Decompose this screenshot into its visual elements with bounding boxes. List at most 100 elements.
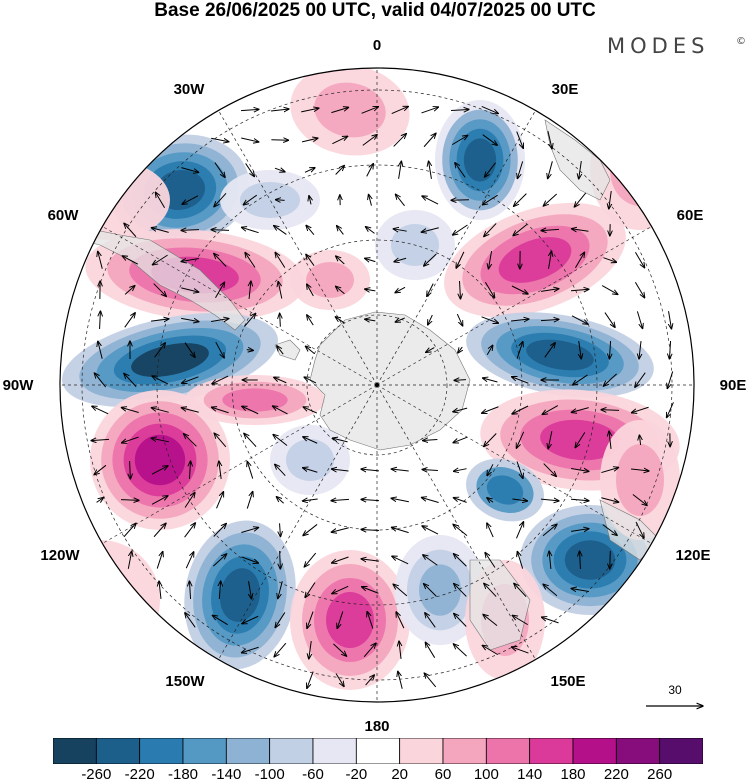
wind-arrow-icon <box>212 375 229 384</box>
wind-arrow-icon <box>544 343 555 358</box>
meridian-line <box>218 384 378 660</box>
wind-arrow-icon <box>541 289 559 292</box>
colorbar-swatch <box>529 738 574 764</box>
wind-arrow-icon <box>181 318 199 321</box>
wind-arrow-icon <box>540 499 559 501</box>
wind-arrow-icon <box>361 559 379 561</box>
lon-label-180: 180 <box>364 718 390 735</box>
wind-arrow-icon <box>215 341 224 358</box>
wind-arrow-icon <box>361 469 379 471</box>
wind-arrow-icon <box>451 200 470 201</box>
wind-arrow-icon <box>512 499 527 501</box>
wind-arrow-icon <box>249 281 251 300</box>
colorbar-tick-label: -180 <box>167 766 199 783</box>
wind-arrow-icon <box>121 407 139 413</box>
wind-arrow-icon <box>603 257 616 263</box>
wind-arrow-icon <box>631 406 649 413</box>
wind-arrow-icon <box>246 491 252 509</box>
colorbar-swatch <box>139 738 184 764</box>
wind-arrow-icon <box>213 554 226 567</box>
graticule <box>60 68 694 702</box>
wind-arrow-icon <box>423 439 438 440</box>
wind-arrow-icon <box>548 161 553 178</box>
lon-label-30e: 30E <box>551 81 579 98</box>
colorbar-tick-label: 100 <box>473 766 499 783</box>
wind-arrow-icon <box>639 341 641 359</box>
wind-arrow-icon <box>277 346 284 355</box>
colorbar-swatch <box>225 738 271 764</box>
wind-arrow-icon <box>453 407 468 412</box>
wind-arrow-icon <box>541 229 560 230</box>
colorbar-swatch <box>572 738 617 764</box>
wind-arrow-icon <box>421 227 439 232</box>
wind-arrow-icon <box>241 137 259 142</box>
latitude-circle <box>306 314 448 456</box>
wind-arrow-icon <box>211 137 229 141</box>
wind-arrow-icon <box>601 467 618 474</box>
wind-arrow-icon <box>219 581 220 600</box>
wind-arrow-icon <box>249 581 252 599</box>
wind-arrow-icon <box>516 522 523 539</box>
wind-arrow-icon <box>571 588 589 591</box>
wind-arrow-icon <box>579 161 582 179</box>
anomaly-contour <box>610 134 670 206</box>
wind-arrow-icon <box>516 341 523 359</box>
wind-arrow-icon <box>365 227 375 234</box>
wind-arrow-icon <box>121 436 139 443</box>
wind-arrow-icon <box>421 497 439 504</box>
wind-arrow-icon <box>124 223 137 238</box>
wind-arrow-icon <box>454 584 467 597</box>
colorbar-swatch <box>182 738 227 764</box>
wind-arrow-icon <box>189 581 190 600</box>
wind-arrow-icon <box>156 551 163 569</box>
lon-label-60w: 60W <box>47 207 79 224</box>
wind-arrow-icon <box>609 191 611 209</box>
brand-logo: MODES <box>607 34 710 58</box>
wind-arrow-icon <box>425 642 436 658</box>
reference-vector-label: 30 <box>668 683 682 697</box>
wind-arrow-icon <box>393 134 407 147</box>
wind-arrow-icon <box>94 464 107 474</box>
wind-arrow-icon <box>127 551 131 569</box>
wind-arrow-icon <box>460 280 461 299</box>
colorbar-swatch <box>442 738 487 764</box>
meridian-line <box>376 110 536 386</box>
wind-arrow-icon <box>454 554 467 567</box>
anomaly-contour <box>240 182 300 218</box>
wind-arrow-icon <box>604 312 615 328</box>
wind-arrow-icon <box>542 405 559 415</box>
wind-arrow-icon <box>246 350 254 351</box>
wind-arrow-icon <box>667 371 674 388</box>
wind-arrow-icon <box>667 402 674 417</box>
wind-arrow-icon <box>543 584 558 597</box>
wind-arrow-icon <box>513 223 528 235</box>
wind-arrow-icon <box>391 527 409 534</box>
wind-arrow-icon <box>151 496 168 505</box>
lon-label-120w: 120W <box>40 547 80 564</box>
wind-arrow-icon <box>456 313 462 326</box>
lon-label-150e: 150E <box>550 673 586 690</box>
wind-arrow-icon <box>280 313 281 327</box>
wind-arrow-icon <box>635 372 646 388</box>
wind-arrow-icon <box>365 289 376 291</box>
wind-arrow-icon <box>511 285 528 294</box>
wind-arrow-icon <box>302 499 318 501</box>
wind-arrow-icon <box>211 230 230 231</box>
wind-arrow-icon <box>332 136 347 145</box>
wind-arrow-icon <box>482 134 498 146</box>
wind-arrow-icon <box>669 340 670 359</box>
wind-arrow-icon <box>151 228 169 233</box>
wind-arrow-icon <box>484 223 497 236</box>
wind-arrow-icon <box>610 550 611 569</box>
wind-arrow-icon <box>424 253 437 266</box>
wind-arrow-icon <box>214 433 227 448</box>
colorbar-tick-label: -100 <box>254 766 285 783</box>
wind-arrow-icon <box>424 584 437 597</box>
wind-arrow-icon <box>516 431 525 448</box>
wind-arrow-icon <box>303 437 318 444</box>
colorbar-swatch <box>355 738 401 764</box>
colorbar-swatch <box>399 738 444 764</box>
wind-arrow-icon <box>280 523 281 536</box>
wind-arrow-icon <box>211 407 229 414</box>
